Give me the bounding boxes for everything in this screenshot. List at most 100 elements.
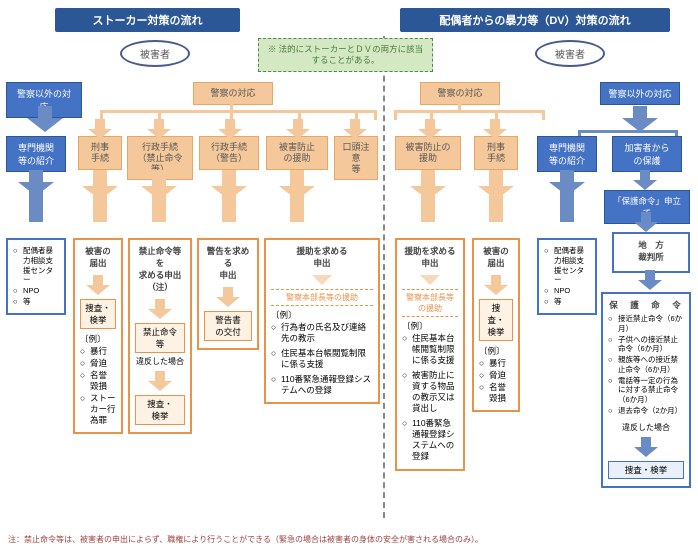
arrow-icon: [290, 170, 304, 222]
footnote: 注：禁止命令等は、被害者の申出によらず、職権により行うことができる（緊急の場合は…: [8, 534, 688, 545]
title: 被害の 届出: [479, 245, 513, 269]
title: 援助を求める 申出: [271, 245, 373, 269]
arrow-icon: [95, 119, 105, 129]
arrow-icon: [225, 119, 235, 129]
col-dv-assist: 援助を求める 申出 警察本部長等の援助 〔例〕 住民基本台帳閲覧制限に係る支援 …: [395, 238, 465, 471]
diagram-root: ストーカー対策の流れ 配偶者からの暴力等（DV）対策の流れ 被害者 被害者 ※ …: [0, 0, 698, 551]
arrow-icon: [641, 212, 651, 222]
li: 110番緊急通報登録システムへの登録: [271, 374, 373, 396]
police-left: 警察の対応: [193, 82, 273, 105]
arrow-icon: [420, 275, 440, 285]
r2: 違反した場合: [135, 356, 185, 367]
li: 親族等への接近禁止命令（6か月）: [608, 355, 684, 375]
eg: 〔例〕: [402, 320, 458, 332]
ref-item: 等: [544, 297, 590, 307]
eg: 〔例〕: [479, 345, 513, 357]
dv-intro-box: 専門機関 等の紹介: [537, 136, 597, 172]
arrow-icon: [490, 119, 500, 129]
li: ストーカー行為罪: [80, 393, 116, 426]
ref-item: 等: [13, 297, 59, 307]
li: 電話等一定の行為に対する禁止命令（6か月）: [608, 376, 684, 405]
arrow-icon: [93, 170, 107, 222]
arrow-icon: [293, 119, 303, 129]
header-right: 配偶者からの暴力等（DV）対策の流れ: [400, 8, 670, 32]
victim-left: 被害者: [120, 40, 190, 67]
col-court-order: 保 護 命 令 接近禁止命令（6か月） 子供への接近禁止命令（6か月） 親族等へ…: [601, 292, 691, 488]
order: 保 護 命 令: [608, 299, 684, 311]
ref-item: NPO: [13, 286, 59, 296]
header-left: ストーカー対策の流れ: [55, 8, 240, 32]
non-police-right: 警察以外の対応: [600, 82, 680, 105]
referral-left: 配偶者暴力相談支援センター NPO 等: [6, 238, 66, 315]
li: 110番緊急通報登録システムへの登録: [402, 418, 458, 462]
arrow-icon: [29, 170, 43, 222]
li: 住民基本台帳閲覧制限に係る支援: [402, 333, 458, 366]
sub: 警察本部長等の援助: [402, 289, 458, 317]
li: 暴行: [479, 358, 513, 369]
li: 被害防止に資する物品の教示又は貸出し: [402, 370, 458, 414]
victim-right: 被害者: [535, 40, 605, 67]
arrow-icon: [560, 170, 574, 222]
bracket-right: [394, 110, 544, 113]
r1: 禁止命令 等: [135, 323, 185, 353]
intro-box: 専門機関 等の紹介: [6, 136, 66, 172]
arrow-icon: [645, 270, 655, 280]
vline: [394, 110, 397, 120]
verbal-box: 口頭注意 等: [334, 136, 378, 180]
dv-protect-box: 加害者から の保護: [612, 136, 682, 172]
arrow-icon: [491, 275, 501, 285]
arrow-icon: [489, 170, 503, 222]
dv-crim-box: 刑事 手続: [474, 136, 518, 170]
sub: 警察本部長等の援助: [271, 289, 373, 306]
eg: 〔例〕: [80, 333, 116, 345]
inv: 捜査・検挙: [608, 461, 684, 479]
col-assist: 援助を求める 申出 警察本部長等の援助 〔例〕 行為者の氏名及び連絡先の教示 住…: [264, 238, 380, 404]
col-report: 被害の 届出 捜査・ 検挙 〔例〕 暴行 脅迫 名誉 毀損 ストーカー行為罪: [73, 238, 123, 434]
col-court: 地 方 裁判所: [612, 232, 690, 273]
col-ban: 禁止命令等を 求める申出（注） 禁止命令 等 違反した場合 捜査・ 検挙: [128, 238, 192, 434]
eg: 〔例〕: [271, 309, 373, 321]
col-dv-report: 被害の 届出 捜査・ 検挙 〔例〕 暴行 脅迫 名誉 毀損: [472, 238, 520, 412]
title: 警告を求める 申出: [204, 245, 252, 281]
title: 禁止命令等を 求める申出（注）: [135, 245, 185, 293]
title: 地 方 裁判所: [619, 239, 683, 263]
arrow-icon: [222, 170, 236, 222]
li: 行為者の氏名及び連絡先の教示: [271, 322, 373, 344]
crim-box: 刑事 手続: [78, 136, 122, 170]
ref-item: NPO: [544, 286, 590, 296]
vline-b: [638, 126, 641, 131]
arrow-icon: [155, 299, 165, 309]
dv-prevent-box: 被害防止の 援助: [395, 136, 461, 170]
li: 暴行: [80, 346, 116, 357]
li: 名誉 毀損: [80, 370, 116, 392]
vline: [374, 110, 377, 120]
inv: 捜査・ 検挙: [479, 299, 513, 341]
arrow-icon: [223, 287, 233, 297]
arrow-icon: [641, 437, 651, 447]
arrow-icon: [152, 170, 166, 222]
arrow-icon: [350, 119, 360, 129]
r1: 警告書 の交付: [204, 311, 252, 341]
admin-warn-box: 行政手続 （警告）: [199, 136, 259, 170]
arrow-icon: [93, 275, 103, 285]
legal-note: ※ 法的にストーカーとＤＶの両方に該当することがある。: [258, 38, 433, 72]
ref-item: 配偶者暴力相談支援センター: [13, 246, 59, 285]
title: 被害の 届出: [80, 245, 116, 269]
r3: 捜査・ 検挙: [135, 395, 185, 425]
arrow-icon: [421, 170, 435, 222]
arrow-icon: [154, 119, 164, 129]
center-divider: [383, 36, 385, 518]
col-warn: 警告を求める 申出 警告書 の交付: [197, 238, 259, 350]
arrow-icon: [38, 106, 52, 118]
inv: 捜査・ 検挙: [80, 299, 116, 329]
li: 退去命令（2か月）: [608, 406, 684, 416]
prevent-box: 被害防止 の援助: [266, 136, 328, 170]
vline: [458, 101, 461, 111]
arrow-icon: [425, 119, 435, 129]
ref-item: 配偶者暴力相談支援センター: [544, 246, 590, 285]
li: 住民基本台帳閲覧制限に係る支援: [271, 348, 373, 370]
referral-right: 配偶者暴力相談支援センター NPO 等: [537, 238, 597, 315]
li: 脅迫: [479, 370, 513, 381]
arrow-icon: [633, 106, 647, 118]
title: 援助を求める 申出: [402, 245, 458, 269]
